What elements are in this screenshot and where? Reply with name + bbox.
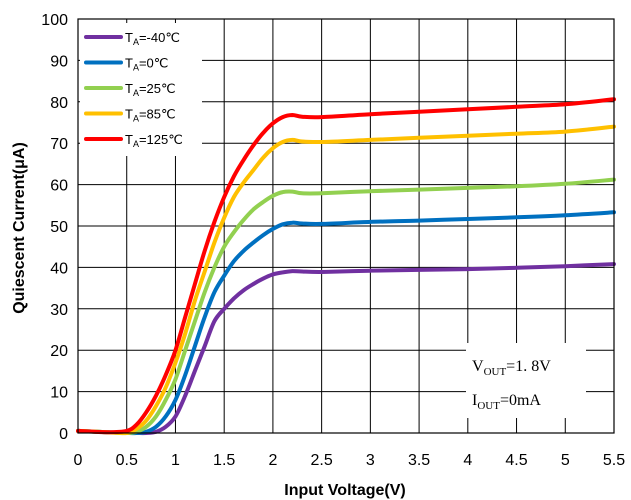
y-axis-title: Quiescent Current(μA) (11, 142, 28, 314)
conditions-annotation: VOUT=1. 8V IOUT=0mA (466, 343, 586, 418)
x-tick-label: 3 (366, 452, 375, 469)
plot-frame (77, 18, 615, 434)
y-tick-label: 70 (50, 136, 68, 153)
x-tick-label: 5 (561, 452, 570, 469)
y-tick-label: 10 (50, 385, 68, 402)
series-line-1 (76, 210, 616, 436)
legend: TA=-40℃ TA=0℃ TA=25℃ TA=85℃ TA=125℃ (80, 23, 202, 156)
y-tick-label: 50 (50, 219, 68, 236)
series-group (76, 97, 616, 436)
x-tick-label: 4.5 (505, 452, 527, 469)
y-tick-label: 20 (50, 343, 68, 360)
x-tick-label: 2 (268, 452, 277, 469)
x-tick-label: 2.5 (311, 452, 333, 469)
tick-labels: 0 0.5 1 1.5 2 2.5 3 3.5 4 4.5 5 5.5 0 10 20 30 40 50 60 70 8… (41, 12, 625, 469)
series-line-4 (76, 97, 616, 435)
x-axis-title: Input Voltage(V) (284, 482, 405, 499)
annotation-box (466, 343, 586, 418)
annotation-vout: VOUT=1. 8V (472, 358, 551, 378)
legend-label: TA=0℃ (125, 56, 168, 73)
series-line-3 (76, 124, 616, 436)
x-tick-label: 4 (463, 452, 472, 469)
x-tick-label: 1.5 (213, 452, 235, 469)
x-tick-label: 0 (74, 452, 83, 469)
legend-label: TA=25℃ (125, 81, 176, 98)
x-tick-label: 3.5 (408, 452, 430, 469)
y-tick-label: 100 (41, 12, 68, 29)
legend-label: TA=-40℃ (125, 30, 180, 47)
legend-label: TA=125℃ (125, 132, 183, 149)
y-tick-label: 0 (59, 426, 68, 443)
y-tick-label: 60 (50, 178, 68, 195)
x-tick-label: 5.5 (603, 452, 625, 469)
x-tick-label: 1 (171, 452, 180, 469)
x-tick-label: 0.5 (116, 452, 138, 469)
legend-label: TA=85℃ (125, 107, 176, 124)
y-tick-label: 40 (50, 260, 68, 277)
annotation-iout: IOUT=0mA (472, 392, 541, 412)
y-tick-label: 80 (50, 95, 68, 112)
y-tick-label: 90 (50, 53, 68, 70)
y-tick-label: 30 (50, 302, 68, 319)
series-line-2 (76, 177, 616, 436)
